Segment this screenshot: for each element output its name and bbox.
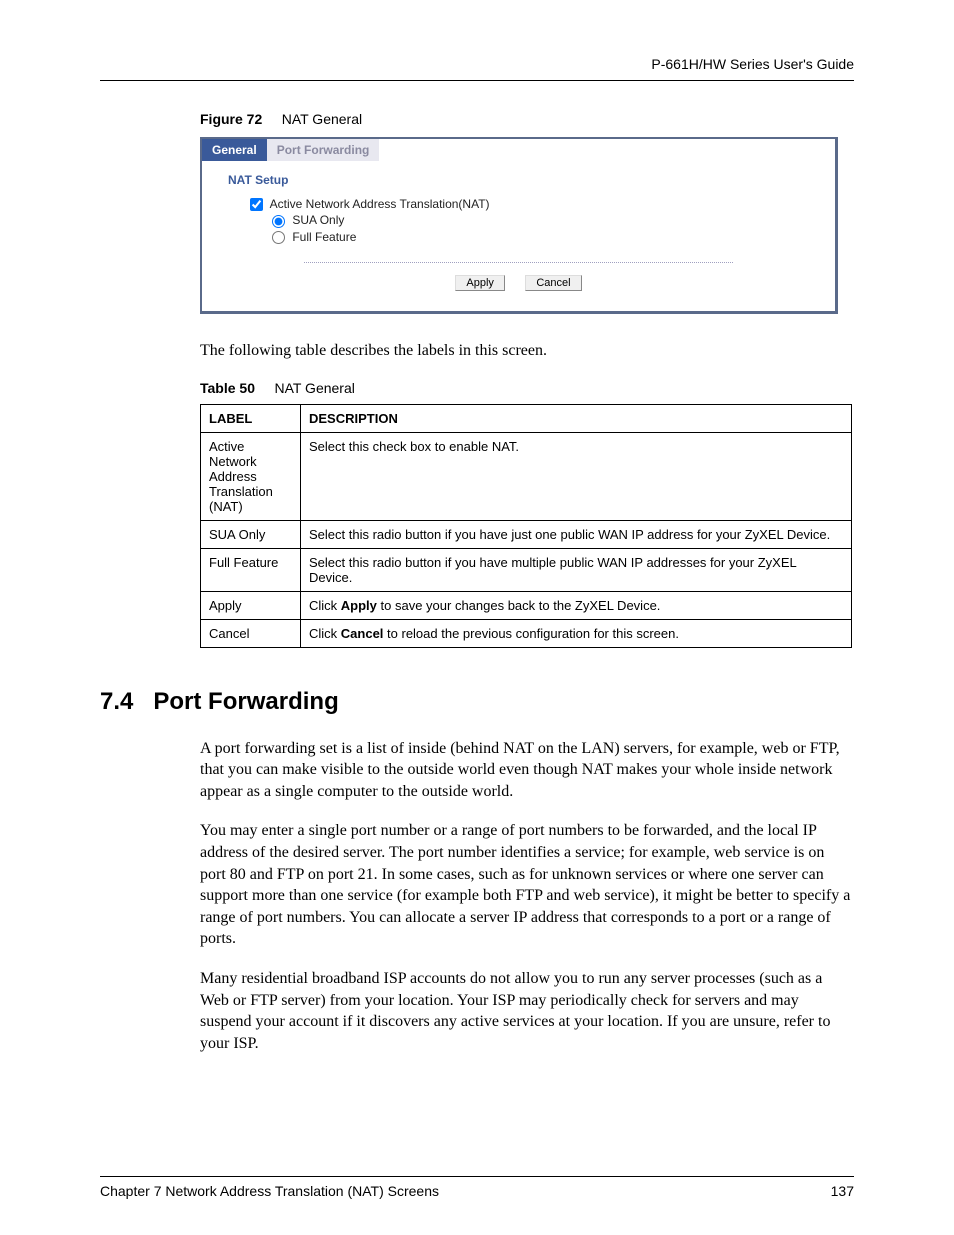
figure-caption: Figure 72 NAT General — [200, 111, 854, 127]
td-description: Select this radio button if you have mul… — [301, 548, 852, 591]
table-row: Full FeatureSelect this radio button if … — [201, 548, 852, 591]
full-feature-row: Full Feature — [272, 230, 825, 244]
td-label: SUA Only — [201, 520, 301, 548]
port-forwarding-p3: Many residential broadband ISP accounts … — [200, 968, 854, 1054]
td-description: Click Apply to save your changes back to… — [301, 591, 852, 619]
table-title: NAT General — [274, 380, 354, 396]
apply-button[interactable]: Apply — [455, 275, 505, 291]
active-nat-row: Active Network Address Translation(NAT) — [250, 197, 825, 211]
table-row: SUA OnlySelect this radio button if you … — [201, 520, 852, 548]
figure-title: NAT General — [282, 111, 362, 127]
td-description: Select this check box to enable NAT. — [301, 432, 852, 520]
td-description: Click Cancel to reload the previous conf… — [301, 619, 852, 647]
tab-general[interactable]: General — [202, 139, 267, 161]
table-caption: Table 50 NAT General — [200, 380, 854, 396]
button-row: Apply Cancel — [304, 262, 733, 291]
nat-general-screenshot: General Port Forwarding NAT Setup Active… — [200, 137, 838, 314]
table-row: CancelClick Cancel to reload the previou… — [201, 619, 852, 647]
td-label: Apply — [201, 591, 301, 619]
active-nat-checkbox[interactable] — [250, 198, 263, 211]
footer-rule — [100, 1176, 854, 1177]
td-label: Active Network Address Translation (NAT) — [201, 432, 301, 520]
sua-only-radio[interactable] — [272, 215, 285, 228]
tab-port-forwarding[interactable]: Port Forwarding — [267, 139, 380, 161]
intro-paragraph: The following table describes the labels… — [200, 340, 854, 362]
table-number: Table 50 — [200, 380, 255, 396]
td-label: Full Feature — [201, 548, 301, 591]
th-description: DESCRIPTION — [301, 404, 852, 432]
port-forwarding-p1: A port forwarding set is a list of insid… — [200, 738, 854, 803]
port-forwarding-p2: You may enter a single port number or a … — [200, 820, 854, 950]
th-label: LABEL — [201, 404, 301, 432]
footer-page-number: 137 — [831, 1183, 854, 1199]
full-feature-radio[interactable] — [272, 231, 285, 244]
table-row: Active Network Address Translation (NAT)… — [201, 432, 852, 520]
cancel-button[interactable]: Cancel — [525, 275, 581, 291]
footer: Chapter 7 Network Address Translation (N… — [100, 1176, 854, 1199]
section-number: 7.4 — [100, 688, 133, 715]
section-title: Port Forwarding — [153, 688, 338, 715]
td-label: Cancel — [201, 619, 301, 647]
nat-general-table: LABEL DESCRIPTION Active Network Address… — [200, 404, 852, 648]
active-nat-label: Active Network Address Translation(NAT) — [270, 197, 490, 211]
footer-chapter: Chapter 7 Network Address Translation (N… — [100, 1183, 439, 1199]
tabs-row: General Port Forwarding — [202, 139, 835, 161]
sua-only-row: SUA Only — [272, 213, 825, 227]
nat-setup-title: NAT Setup — [228, 173, 825, 187]
full-feature-label: Full Feature — [292, 230, 356, 244]
section-heading: 7.4 Port Forwarding — [100, 688, 854, 716]
table-row: ApplyClick Apply to save your changes ba… — [201, 591, 852, 619]
header-rule — [100, 80, 854, 81]
header-guide-title: P-661H/HW Series User's Guide — [100, 56, 854, 72]
table-header-row: LABEL DESCRIPTION — [201, 404, 852, 432]
sua-only-label: SUA Only — [292, 213, 344, 227]
td-description: Select this radio button if you have jus… — [301, 520, 852, 548]
figure-number: Figure 72 — [200, 111, 262, 127]
